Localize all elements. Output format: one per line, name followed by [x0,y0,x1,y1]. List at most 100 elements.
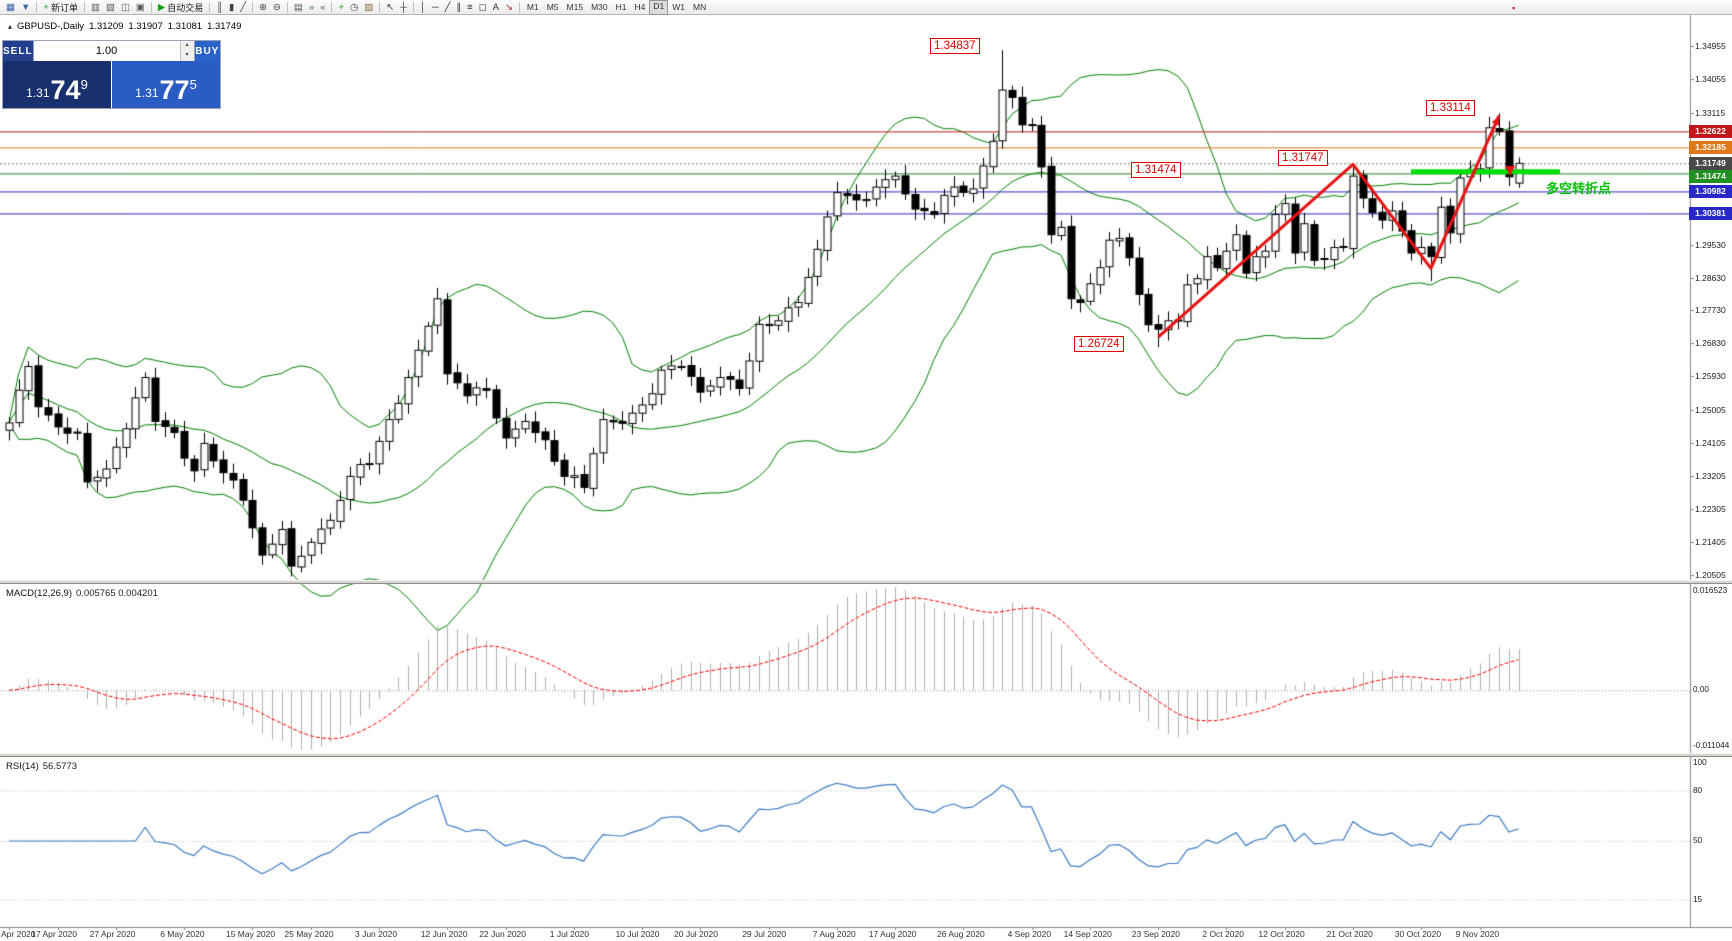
price-annotation[interactable]: 1.33114 [1426,100,1475,116]
price-axis-tick: 1.24105 [1695,438,1726,449]
data-window-icon-glyph: ▧ [105,1,115,13]
toolbar-separator [413,1,414,13]
shapes-icon-glyph: ◻ [478,1,487,13]
text-icon[interactable]: A [491,1,501,14]
price-annotation[interactable]: 1.26724 [1074,336,1124,352]
date-label: 27 Apr 2020 [89,929,136,939]
timeframe-h1-button[interactable]: H1 [615,1,627,12]
periods-icon[interactable]: ◷ [348,1,360,14]
timeframe-m1-button[interactable]: M1 [526,1,539,12]
cursor-icon-glyph: ↖ [386,1,395,13]
chart-profiles-icon[interactable]: ▼ [19,1,32,14]
timeframe-w1-button[interactable]: W1 [672,1,685,12]
price-axis-tick: 1.27730 [1695,305,1726,316]
timeframe-mn-button[interactable]: MN [693,1,707,12]
timeframe-m5-button[interactable]: M5 [546,1,559,12]
new-order-button[interactable]: + 新订单 [41,1,80,14]
macd-label-values: 0.005765 0.004201 [76,588,158,599]
navigator-icon[interactable]: ◫ [119,1,132,14]
templates-icon[interactable]: ▨ [362,1,375,14]
date-label: 17 Apr 2020 [31,929,78,939]
zoom-in-icon[interactable]: ⊕ [257,1,269,14]
ohlc-low: 1.31081 [167,21,203,32]
auto-trading-button[interactable]: ▶ 自动交易 [156,1,205,14]
date-label: 17 Aug 2020 [868,929,917,939]
ask-price-button[interactable]: 1.31 77 5 [112,61,220,108]
zoom-out-icon[interactable]: ⊖ [271,1,283,14]
market-watch-icon-glyph: ▥ [90,1,100,13]
toolbar-separator [36,1,38,13]
chart-profiles-icon-glyph: ▼ [20,1,31,13]
date-label: 21 Oct 2020 [1326,929,1373,939]
equidistant-channel-icon[interactable]: ∥ [454,1,463,14]
volume-decrease-button[interactable]: ▾ [180,51,194,61]
turning-point-note[interactable]: 多空转折点 [1546,181,1612,196]
timeframe-m30-button[interactable]: M30 [591,1,608,12]
vertical-line-icon[interactable]: │ [418,1,428,14]
volume-input[interactable] [33,41,180,61]
news-icon[interactable]: ▪ [1512,3,1516,13]
tile-windows-icon[interactable]: ▤ [292,1,305,14]
fibonacci-icon-glyph: ≡ [467,1,473,13]
date-label: 3 Jun 2020 [354,929,398,939]
line-chart-icon[interactable]: ╱ [238,1,248,14]
new-chart-icon-glyph: ▦ [6,1,15,13]
bid-price-button[interactable]: 1.31 74 9 [3,61,111,108]
terminal-icon[interactable]: ▣ [134,1,147,14]
date-label: Apr 2020 [1,929,36,939]
macd-axis-max: 0.016523 [1693,586,1728,595]
shapes-icon[interactable]: ◻ [477,1,489,14]
toolbar-separator [150,1,152,13]
toolbar-separator [379,1,381,13]
fibonacci-icon[interactable]: ≡ [465,1,475,14]
chart-symbol-period: GBPUSD-,Daily [17,21,85,32]
price-tag: 1.32622 [1689,125,1732,139]
ask-price-pips: 77 [159,75,190,105]
auto-trading-button-glyph: ▶ [157,1,166,13]
horizontal-line-icon[interactable]: ─ [430,1,441,14]
market-watch-icon[interactable]: ▥ [89,1,102,14]
price-tag: 1.32185 [1689,141,1732,155]
trendline-icon[interactable]: ╱ [443,1,453,14]
arrow-tools-icon[interactable]: ↘ [503,1,515,14]
price-axis-tick: 1.23205 [1695,471,1726,482]
cursor-icon[interactable]: ↖ [384,1,396,14]
volume-increase-button[interactable]: ▴ [180,41,194,51]
ohlc-high: 1.31907 [128,21,163,32]
toolbar-separator [251,1,253,13]
sell-button[interactable]: SELL [3,41,33,61]
price-annotation[interactable]: 1.31747 [1278,150,1328,166]
panel-splitter-rsi[interactable] [0,753,1732,757]
ohlc-close: 1.31749 [207,21,242,32]
timeframe-m15-button[interactable]: M15 [566,1,584,12]
trade-controls-row: SELL ▴ ▾ BUY [3,41,220,61]
chart-shift-icon[interactable]: « [318,1,327,14]
panel-splitter-macd[interactable] [0,580,1732,584]
candlestick-chart-icon[interactable]: ▮ [227,1,236,14]
price-annotation[interactable]: 1.31474 [1131,162,1181,178]
data-window-icon[interactable]: ▧ [104,1,117,14]
indicators-icon[interactable]: + [336,1,346,14]
bid-price-prefix: 1.31 [26,86,50,100]
rsi-label-name: RSI(14) [6,761,39,772]
macd-label-name: MACD(12,26,9) [6,588,72,599]
crosshair-icon[interactable]: ┼ [398,1,409,14]
price-tag: 1.31474 [1689,170,1732,184]
date-label: 7 Aug 2020 [812,929,856,939]
new-chart-icon[interactable]: ▦ [4,1,17,14]
horizontal-line-icon-glyph: ─ [431,1,439,13]
date-label: 14 Sep 2020 [1063,929,1112,939]
toolbar-separator [209,1,211,13]
timeframe-d1-button[interactable]: D1 [649,0,669,15]
date-label: 12 Jun 2020 [420,929,468,939]
timeframe-h4-button[interactable]: H4 [634,1,646,12]
price-annotation[interactable]: 1.34837 [930,38,980,54]
auto-scroll-icon[interactable]: » [307,1,316,14]
indicators-icon-glyph: + [338,1,345,13]
date-label: 1 Jul 2020 [549,929,590,939]
text-icon-glyph: A [492,1,499,13]
bar-chart-icon[interactable]: ║ [214,1,225,14]
buy-button[interactable]: BUY [194,41,220,61]
